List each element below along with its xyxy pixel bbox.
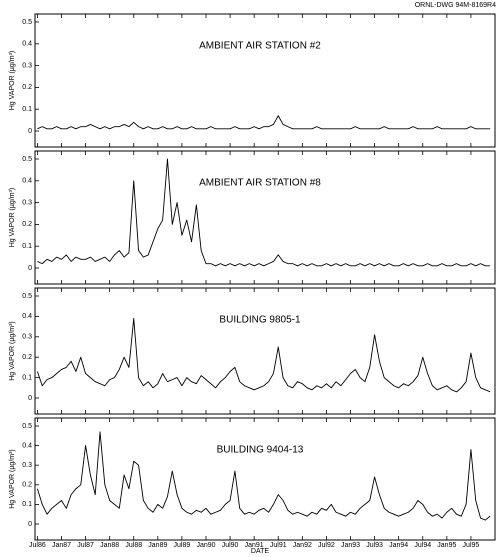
y-tick-label: 0.1 — [22, 501, 32, 508]
y-tick-label: 0 — [28, 128, 32, 135]
x-axis-label: DATE — [251, 548, 269, 555]
y-tick-label: 0.1 — [22, 374, 32, 381]
x-tick-label: Jan91 — [245, 542, 264, 549]
y-tick-label: 0 — [28, 265, 32, 272]
y-tick-label: 0.4 — [22, 442, 32, 449]
x-tick-label: Jan90 — [196, 542, 215, 549]
x-tick-label: Jan94 — [389, 542, 408, 549]
x-tick-label: Jul90 — [222, 542, 239, 549]
x-tick-label: Jan93 — [341, 542, 360, 549]
x-tick-label: Jul92 — [318, 542, 335, 549]
x-tick-label: Jan92 — [293, 542, 312, 549]
panel-frame — [34, 417, 496, 541]
x-tick-label: Jan87 — [52, 542, 71, 549]
y-tick-label: 0.5 — [22, 156, 32, 163]
panel-frame — [34, 287, 496, 415]
panel-title: BUILDING 9805-1 — [219, 315, 301, 326]
y-tick-label: 0 — [28, 521, 32, 528]
y-tick-label: 0.1 — [22, 243, 32, 250]
y-tick-label: 0.5 — [22, 423, 32, 430]
y-tick-label: 0.2 — [22, 482, 32, 489]
y-axis-label: Hg VAPOR (µg/m³) — [9, 321, 16, 381]
y-tick-label: 0.3 — [22, 62, 32, 69]
x-tick-label: Jan89 — [148, 542, 167, 549]
data-line — [36, 431, 491, 521]
panel-title: AMBIENT AIR STATION #8 — [199, 178, 321, 189]
y-tick-label: 0.2 — [22, 354, 32, 361]
data-line — [37, 158, 491, 267]
panel-frame — [34, 150, 496, 285]
y-tick-label: 0 — [28, 395, 32, 402]
y-tick-label: 0.5 — [22, 293, 32, 300]
x-tick-label: Jul94 — [414, 542, 431, 549]
panel-title: BUILDING 9404-13 — [217, 445, 304, 456]
panel-title: AMBIENT AIR STATION #2 — [199, 41, 321, 52]
x-tick-label: Jan95 — [437, 542, 456, 549]
y-tick-label: 0.2 — [22, 84, 32, 91]
y-tick-label: 0.5 — [22, 19, 32, 26]
y-tick-label: 0.2 — [22, 221, 32, 228]
x-tick-label: Jul95 — [463, 542, 480, 549]
y-axis-label: Hg VAPOR (µg/m³) — [9, 449, 16, 509]
x-tick-label: Jul87 — [77, 542, 94, 549]
y-tick-label: 0.4 — [22, 178, 32, 185]
y-axis-label: Hg VAPOR (µg/m³) — [9, 51, 16, 111]
y-tick-label: 0.4 — [22, 313, 32, 320]
panel-frame — [34, 13, 496, 148]
x-tick-label: Jul88 — [125, 542, 142, 549]
y-tick-label: 0.3 — [22, 462, 32, 469]
x-tick-label: Jul91 — [270, 542, 287, 549]
x-tick-label: Jan88 — [100, 542, 119, 549]
y-tick-label: 0.3 — [22, 334, 32, 341]
x-tick-label: Jul93 — [366, 542, 383, 549]
drawing-number: ORNL-DWG 94M-8169R4 — [415, 2, 496, 9]
x-tick-label: Jul89 — [174, 542, 191, 549]
data-line — [36, 317, 491, 393]
data-line — [37, 115, 491, 130]
y-tick-label: 0.1 — [22, 106, 32, 113]
y-axis-label: Hg VAPOR (µg/m³) — [9, 188, 16, 248]
y-tick-label: 0.4 — [22, 41, 32, 48]
y-tick-label: 0.3 — [22, 199, 32, 206]
x-tick-label: Jul86 — [29, 542, 46, 549]
